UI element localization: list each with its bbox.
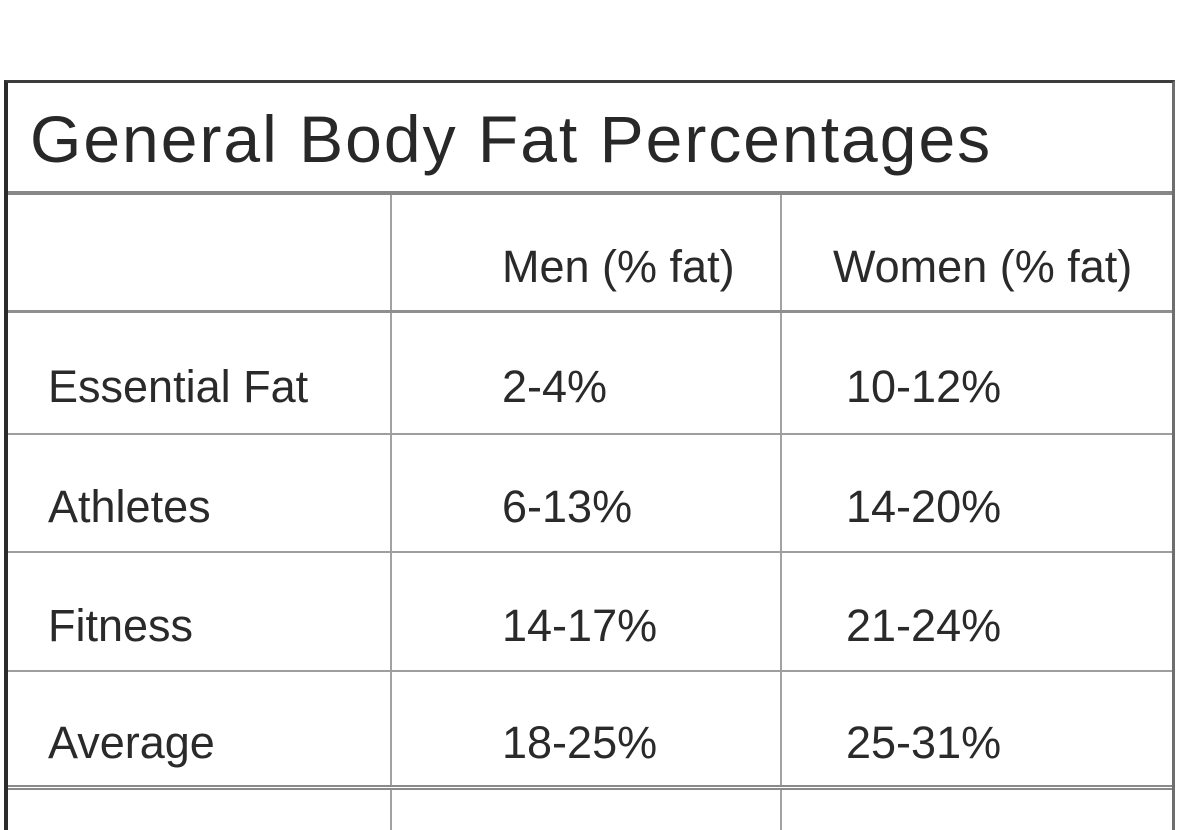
header-women-label: Women (% fat) [833,240,1133,292]
men-value-cell: 6-13% [392,435,782,551]
women-value: 10-12% [846,361,1002,412]
women-value: 14-20% [846,481,1002,532]
women-value-cell: 10-12% [782,313,1172,433]
table-title-row: General Body Fat Percentages [8,83,1172,195]
row-label: Essential Fat [48,361,309,412]
row-label-cell: Athletes [8,435,392,551]
men-value: 14-17% [502,599,658,651]
table-title: General Body Fat Percentages [30,102,993,176]
women-value: 21-24% [846,599,1002,651]
men-value: 18-25% [502,716,658,768]
row-label: Athletes [48,481,211,532]
row-label-cell: Fitness [8,553,392,670]
men-value-cell: 14-17% [392,553,782,670]
men-value-cell [392,790,782,830]
row-label-cell: Average [8,672,392,785]
women-value-cell: 21-24% [782,553,1172,670]
men-value: 2-4% [502,361,608,412]
row-label: Fitness [48,599,194,651]
women-value-cell [782,790,1172,830]
header-cell-women: Women (% fat) [782,195,1172,310]
header-cell-men: Men (% fat) [392,195,782,310]
women-value-cell: 14-20% [782,435,1172,551]
table-row: Essential Fat 2-4% 10-12% [8,313,1172,435]
men-value: 6-13% [502,481,633,532]
row-label-cell: Essential Fat [8,313,392,433]
men-value-cell: 2-4% [392,313,782,433]
row-label: Average [48,716,215,768]
women-value-cell: 25-31% [782,672,1172,785]
row-label-cell [8,790,392,830]
women-value: 25-31% [846,716,1002,768]
men-value-cell: 18-25% [392,672,782,785]
table-row: Athletes 6-13% 14-20% [8,435,1172,553]
table-row: Average 18-25% 25-31% [8,672,1172,790]
header-men-label: Men (% fat) [502,240,735,292]
header-cell-category [8,195,392,310]
table-row-cutoff [8,790,1172,830]
table-row: Fitness 14-17% 21-24% [8,553,1172,672]
body-fat-table: General Body Fat Percentages Men (% fat)… [4,80,1175,830]
table-header-row: Men (% fat) Women (% fat) [8,195,1172,313]
